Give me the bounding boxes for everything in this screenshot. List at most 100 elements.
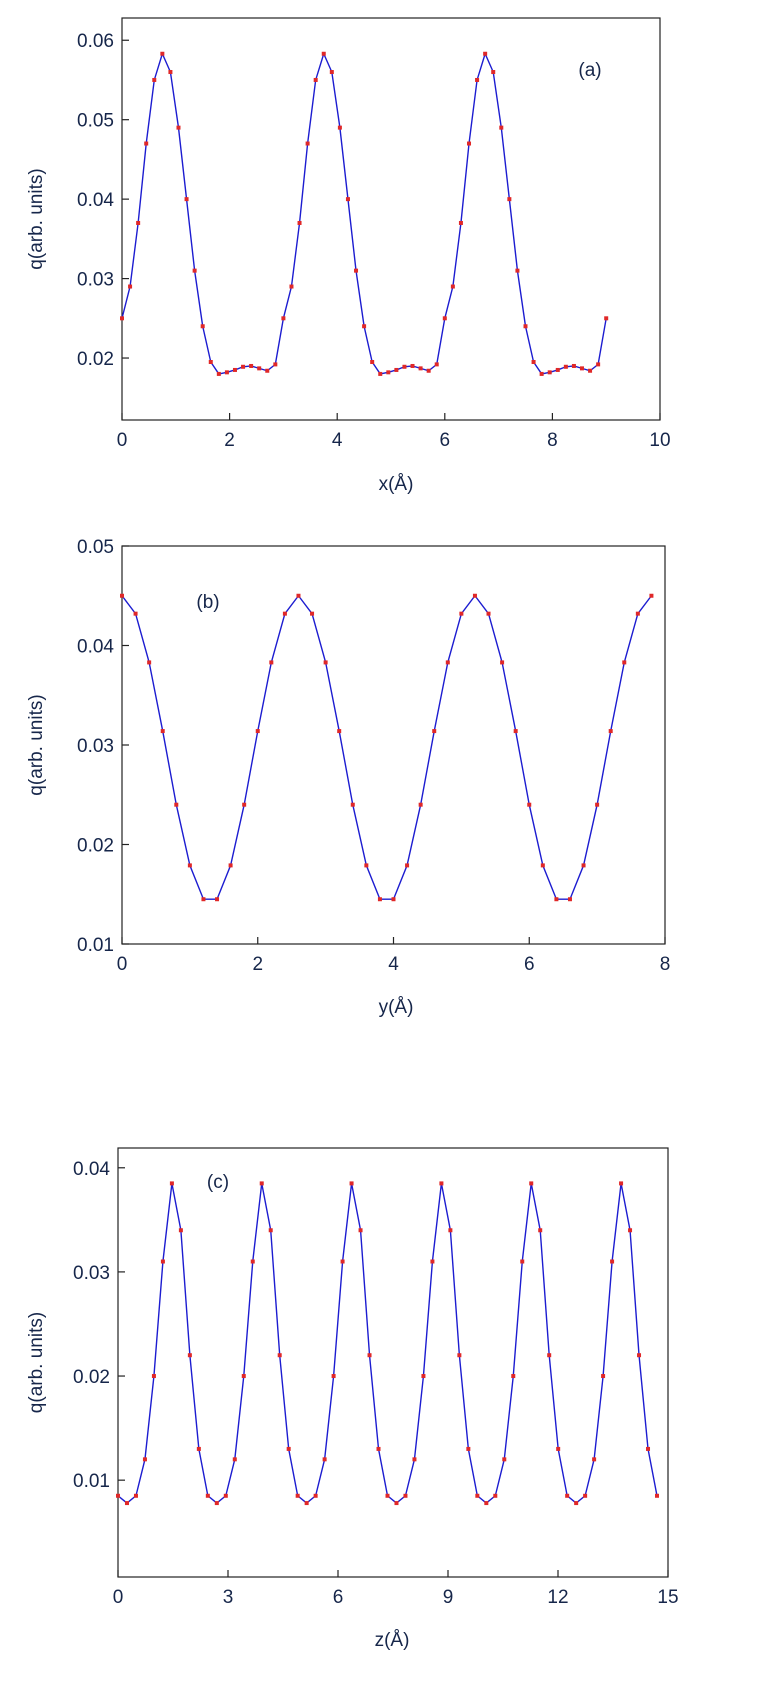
x-tick-label: 15 — [657, 1587, 678, 1608]
data-point — [608, 729, 613, 734]
data-point — [241, 364, 246, 369]
data-point — [178, 1228, 183, 1233]
data-point — [200, 324, 205, 329]
y-tick-label: 0.02 — [77, 836, 114, 857]
data-point — [305, 141, 310, 146]
x-tick-label: 4 — [388, 954, 399, 975]
data-point — [249, 363, 254, 368]
x-axis-label: x(Å) — [379, 474, 414, 495]
data-point — [345, 197, 350, 202]
data-point — [184, 197, 189, 202]
y-axis-label: q(arb. units) — [26, 1312, 47, 1413]
data-point — [265, 368, 270, 373]
data-point — [214, 1501, 219, 1506]
data-point — [434, 362, 439, 367]
plot-frame — [117, 1147, 669, 1578]
x-tick-label: 0 — [117, 954, 128, 975]
data-point — [259, 1181, 264, 1186]
data-point — [310, 611, 315, 616]
data-point — [133, 611, 138, 616]
data-point — [120, 316, 124, 321]
data-point — [168, 70, 173, 75]
data-point — [255, 729, 260, 734]
data-point — [430, 1259, 435, 1264]
data-point — [169, 1181, 174, 1186]
data-point — [187, 863, 192, 868]
data-point — [378, 371, 383, 376]
y-tick-label: 0.06 — [77, 31, 114, 52]
y-tick-label: 0.03 — [77, 736, 114, 757]
data-point — [385, 1493, 390, 1498]
data-point — [511, 1374, 516, 1379]
annotation: (c) — [207, 1172, 229, 1193]
data-point — [581, 863, 586, 868]
data-point — [493, 1493, 498, 1498]
x-tick-label: 3 — [223, 1587, 234, 1608]
data-point — [144, 141, 149, 146]
data-point — [296, 593, 301, 598]
x-tick-label: 0 — [113, 1587, 124, 1608]
data-point — [192, 268, 197, 273]
data-point — [628, 1228, 633, 1233]
data-point — [321, 51, 326, 56]
data-point — [394, 1501, 399, 1506]
data-point — [457, 1353, 462, 1358]
data-point — [486, 611, 491, 616]
data-point — [588, 368, 593, 373]
data-point — [491, 70, 496, 75]
data-point — [601, 1374, 606, 1379]
x-tick-label: 6 — [524, 954, 535, 975]
data-point — [579, 366, 584, 371]
y-tick-label: 0.04 — [77, 637, 114, 658]
data-point — [540, 863, 545, 868]
x-tick-label: 8 — [660, 954, 671, 975]
data-point — [367, 1353, 372, 1358]
data-point — [331, 1374, 336, 1379]
data-point — [282, 611, 287, 616]
y-axis-label: q(arb. units) — [26, 694, 47, 795]
data-point — [196, 1446, 201, 1451]
x-tick-label: 2 — [224, 430, 235, 451]
y-tick-label: 0.01 — [73, 1471, 110, 1492]
data-point — [555, 367, 560, 372]
data-point — [337, 125, 342, 130]
data-point — [295, 1493, 300, 1498]
data-point — [538, 1228, 543, 1233]
data-point — [637, 1353, 642, 1358]
data-line — [121, 594, 652, 900]
data-point — [116, 1493, 120, 1498]
x-tick-label: 4 — [332, 430, 343, 451]
data-point — [619, 1181, 624, 1186]
data-point — [152, 77, 157, 82]
x-tick-label: 8 — [547, 430, 558, 451]
data-point — [513, 729, 518, 734]
data-point — [297, 220, 302, 225]
data-point — [313, 77, 318, 82]
data-point — [405, 863, 410, 868]
data-point — [281, 316, 286, 321]
data-point — [635, 611, 640, 616]
data-point — [208, 360, 213, 365]
data-point — [610, 1259, 615, 1264]
data-point — [571, 363, 576, 368]
data-point — [450, 284, 455, 289]
y-tick-label: 0.03 — [77, 270, 114, 291]
data-point — [649, 593, 654, 598]
data-point — [418, 366, 423, 371]
x-axis-label: z(Å) — [375, 1630, 410, 1651]
data-point — [313, 1493, 318, 1498]
data-point — [410, 363, 415, 368]
data-point — [128, 284, 133, 289]
data-point — [412, 1457, 417, 1462]
data-point — [201, 897, 206, 902]
data-point — [364, 863, 369, 868]
data-point — [160, 729, 165, 734]
data-point — [391, 897, 396, 902]
data-point — [232, 367, 237, 372]
data-point — [174, 802, 179, 807]
data-point — [277, 1353, 282, 1358]
y-tick-label: 0.05 — [77, 111, 114, 132]
data-point — [547, 1353, 552, 1358]
x-tick-label: 6 — [333, 1587, 344, 1608]
